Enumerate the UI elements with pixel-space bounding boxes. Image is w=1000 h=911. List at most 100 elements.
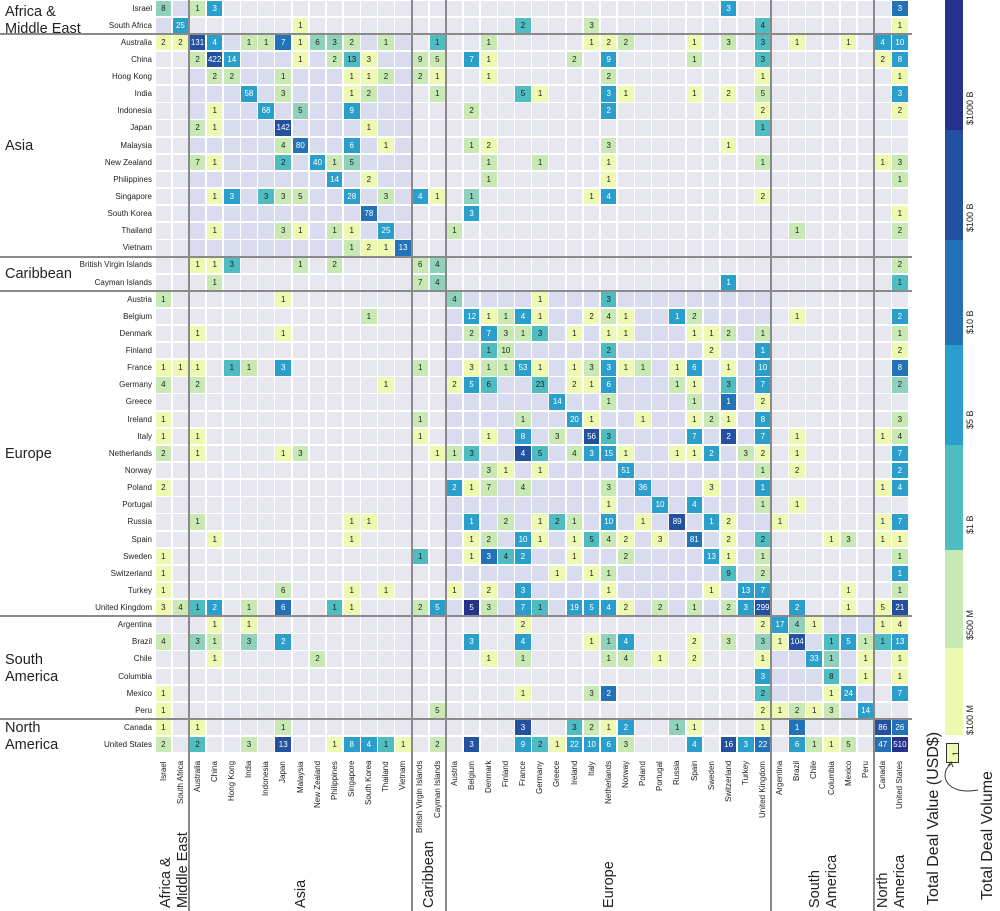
empty-cell — [789, 188, 805, 205]
heatmap-cell: 3 — [892, 0, 908, 16]
heatmap-cell: 1 — [618, 325, 634, 342]
empty-cell — [720, 171, 737, 188]
empty-cell — [720, 617, 737, 633]
column-label: Australia — [192, 761, 202, 793]
empty-cell — [857, 394, 874, 410]
empty-cell — [241, 17, 257, 34]
heatmap-cell: 13 — [395, 240, 411, 256]
empty-cell — [618, 171, 634, 188]
empty-cell — [737, 719, 754, 736]
empty-cell — [840, 394, 857, 410]
empty-cell — [463, 582, 480, 599]
empty-cell — [635, 565, 651, 582]
empty-cell — [635, 719, 651, 736]
empty-cell — [652, 188, 668, 205]
heatmap-cell: 13 — [892, 634, 908, 650]
empty-cell — [292, 702, 309, 719]
heatmap-cell: 1 — [532, 514, 548, 530]
column-label: South Korea — [364, 761, 374, 806]
empty-cell — [412, 223, 429, 239]
empty-cell — [549, 719, 566, 736]
empty-cell — [309, 308, 326, 325]
empty-cell — [446, 514, 463, 530]
empty-cell — [292, 86, 309, 102]
heatmap-cell: 33 — [806, 651, 823, 667]
empty-cell — [292, 69, 309, 85]
empty-cell — [361, 360, 377, 376]
empty-cell — [463, 719, 480, 736]
empty-cell — [669, 206, 685, 222]
empty-cell — [395, 702, 411, 719]
heatmap-cell: 1 — [343, 531, 360, 547]
empty-cell — [686, 514, 703, 530]
empty-cell — [258, 325, 274, 342]
empty-cell — [549, 343, 566, 359]
column-label: Sweden — [706, 761, 716, 790]
heatmap-cell: 3 — [189, 634, 206, 650]
empty-cell — [463, 86, 480, 102]
row-label: Greece — [125, 397, 152, 407]
empty-cell — [823, 188, 840, 205]
empty-cell — [189, 17, 206, 34]
heatmap-cell: 3 — [515, 582, 531, 599]
heatmap-cell: 2 — [755, 394, 771, 410]
heatmap-cell: 1 — [720, 394, 737, 410]
empty-cell — [292, 394, 309, 410]
empty-cell — [498, 291, 514, 308]
empty-cell — [703, 737, 720, 753]
empty-cell — [395, 548, 411, 565]
heatmap-cell: 2 — [789, 702, 805, 719]
heatmap-cell: 7 — [686, 428, 703, 445]
empty-cell — [703, 463, 720, 479]
empty-cell — [498, 86, 514, 102]
empty-cell — [652, 702, 668, 719]
empty-cell — [618, 617, 634, 633]
empty-cell — [755, 308, 771, 325]
empty-cell — [275, 411, 291, 427]
heatmap-cell: 3 — [463, 634, 480, 650]
empty-cell — [515, 206, 531, 222]
empty-cell — [515, 103, 531, 119]
empty-cell — [566, 291, 583, 308]
empty-cell — [823, 51, 840, 68]
empty-cell — [343, 617, 360, 633]
empty-cell — [772, 565, 788, 582]
heatmap-cell: 2 — [892, 257, 908, 273]
empty-cell — [172, 497, 189, 513]
empty-cell — [498, 223, 514, 239]
heatmap-cell: 1 — [189, 600, 206, 616]
heatmap-cell: 3 — [480, 463, 497, 479]
heatmap-cell: 2 — [412, 69, 429, 85]
empty-cell — [806, 308, 823, 325]
empty-cell — [463, 17, 480, 34]
empty-cell — [532, 0, 548, 16]
empty-cell — [549, 377, 566, 393]
empty-cell — [258, 702, 274, 719]
empty-cell — [224, 702, 240, 719]
empty-cell — [857, 206, 874, 222]
empty-cell — [378, 394, 394, 410]
row-label: Poland — [127, 483, 152, 493]
heatmap-cell: 3 — [275, 223, 291, 239]
heatmap-cell: 2 — [583, 308, 600, 325]
empty-cell — [583, 480, 600, 496]
empty-cell — [720, 702, 737, 719]
empty-cell — [789, 171, 805, 188]
empty-cell — [549, 702, 566, 719]
empty-cell — [618, 582, 634, 599]
empty-cell — [378, 445, 394, 462]
empty-cell — [292, 343, 309, 359]
empty-cell — [566, 565, 583, 582]
heatmap-cell: 1 — [189, 325, 206, 342]
empty-cell — [206, 17, 223, 34]
empty-cell — [258, 17, 274, 34]
empty-cell — [583, 325, 600, 342]
heatmap-cell: 1 — [806, 737, 823, 753]
empty-cell — [498, 582, 514, 599]
empty-cell — [206, 206, 223, 222]
empty-cell — [857, 188, 874, 205]
empty-cell — [258, 86, 274, 102]
empty-cell — [241, 668, 257, 684]
heatmap-cell: 40 — [309, 154, 326, 171]
heatmap-cell: 3 — [892, 154, 908, 171]
